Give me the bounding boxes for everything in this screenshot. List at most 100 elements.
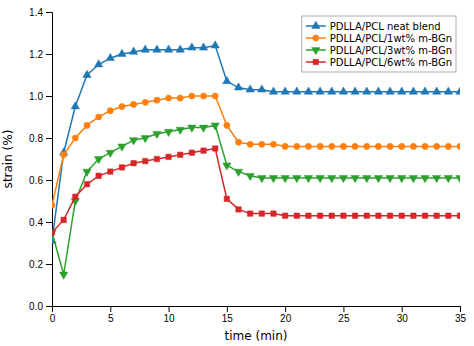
tick-label: 10 — [164, 313, 176, 324]
marker — [141, 45, 149, 52]
marker — [235, 139, 241, 145]
legend-label: PDLLA/PCL/1wt% m-BGn — [330, 33, 452, 44]
marker — [374, 175, 382, 182]
marker — [154, 156, 159, 161]
marker — [153, 131, 161, 138]
x-axis: 05101520253035 — [50, 306, 467, 324]
tick-label: 15 — [222, 313, 234, 324]
marker — [281, 87, 289, 94]
marker — [131, 160, 136, 165]
marker — [304, 87, 312, 94]
series — [52, 123, 460, 279]
marker — [409, 175, 417, 182]
marker — [200, 93, 206, 99]
marker — [52, 230, 55, 235]
axis-line — [46, 13, 53, 307]
marker — [211, 123, 219, 130]
tick: 0.2 — [29, 259, 52, 270]
marker — [143, 158, 148, 163]
tick: 35 — [455, 306, 467, 324]
marker — [118, 49, 126, 56]
marker — [94, 157, 102, 164]
marker — [224, 122, 230, 128]
marker — [457, 143, 460, 149]
tick-label: 30 — [397, 313, 409, 324]
marker — [433, 175, 441, 182]
marker — [281, 175, 289, 182]
marker — [118, 144, 126, 151]
marker — [166, 154, 171, 159]
marker — [247, 211, 252, 216]
marker — [340, 143, 346, 149]
marker — [129, 47, 137, 54]
marker — [211, 41, 219, 48]
tick-mark — [46, 138, 52, 139]
marker — [234, 83, 242, 90]
tick: 1.2 — [29, 49, 52, 60]
marker — [409, 87, 417, 94]
marker — [83, 169, 91, 176]
marker — [129, 138, 137, 145]
tick-label: 0.8 — [29, 133, 43, 144]
marker — [212, 146, 217, 151]
marker — [444, 175, 452, 182]
marker — [375, 143, 381, 149]
legend: PDLLA/PCL neat blendPDLLA/PCL/1wt% m-BGn… — [302, 16, 456, 72]
marker — [329, 213, 334, 218]
marker — [201, 148, 206, 153]
marker — [398, 175, 406, 182]
marker — [96, 173, 101, 178]
marker — [131, 101, 137, 107]
tick-label: 1.0 — [29, 91, 43, 102]
tick-label: 0.0 — [29, 301, 43, 312]
tick: 30 — [397, 306, 409, 324]
y-axis-title: strain (%) — [1, 130, 15, 189]
tick: 0.6 — [29, 175, 52, 186]
tick-label: 5 — [108, 313, 114, 324]
tick-mark — [46, 180, 52, 181]
marker — [153, 45, 161, 52]
line — [52, 96, 460, 205]
marker — [293, 87, 301, 94]
marker — [94, 60, 102, 67]
marker — [84, 122, 90, 128]
series — [52, 93, 460, 208]
marker — [422, 213, 427, 218]
tick-mark — [227, 306, 228, 312]
tick-label: 0.4 — [29, 217, 43, 228]
marker — [52, 230, 56, 237]
marker — [363, 87, 371, 94]
marker — [398, 87, 406, 94]
marker — [212, 93, 218, 99]
marker — [305, 143, 311, 149]
marker — [234, 169, 242, 176]
legend-marker — [313, 59, 318, 64]
marker — [351, 87, 359, 94]
tick-mark — [46, 222, 52, 223]
marker — [73, 194, 78, 199]
marker — [434, 213, 439, 218]
marker — [199, 125, 207, 132]
marker — [316, 175, 324, 182]
tick: 1.0 — [29, 91, 52, 102]
legend-label: PDLLA/PCL/6wt% m-BGn — [330, 57, 452, 68]
tick-label: 35 — [455, 313, 467, 324]
marker — [434, 143, 440, 149]
tick: 0.8 — [29, 133, 52, 144]
marker — [189, 93, 195, 99]
marker — [421, 175, 429, 182]
legend-label: PDLLA/PCL/3wt% m-BGn — [330, 45, 452, 56]
marker — [246, 85, 254, 92]
marker — [269, 87, 277, 94]
marker — [52, 202, 55, 208]
marker — [293, 175, 301, 182]
marker — [399, 143, 405, 149]
marker — [269, 175, 277, 182]
marker — [294, 213, 299, 218]
marker — [386, 175, 394, 182]
marker — [352, 213, 357, 218]
tick-mark — [402, 306, 403, 312]
marker — [304, 175, 312, 182]
marker — [176, 45, 184, 52]
marker — [142, 99, 148, 105]
